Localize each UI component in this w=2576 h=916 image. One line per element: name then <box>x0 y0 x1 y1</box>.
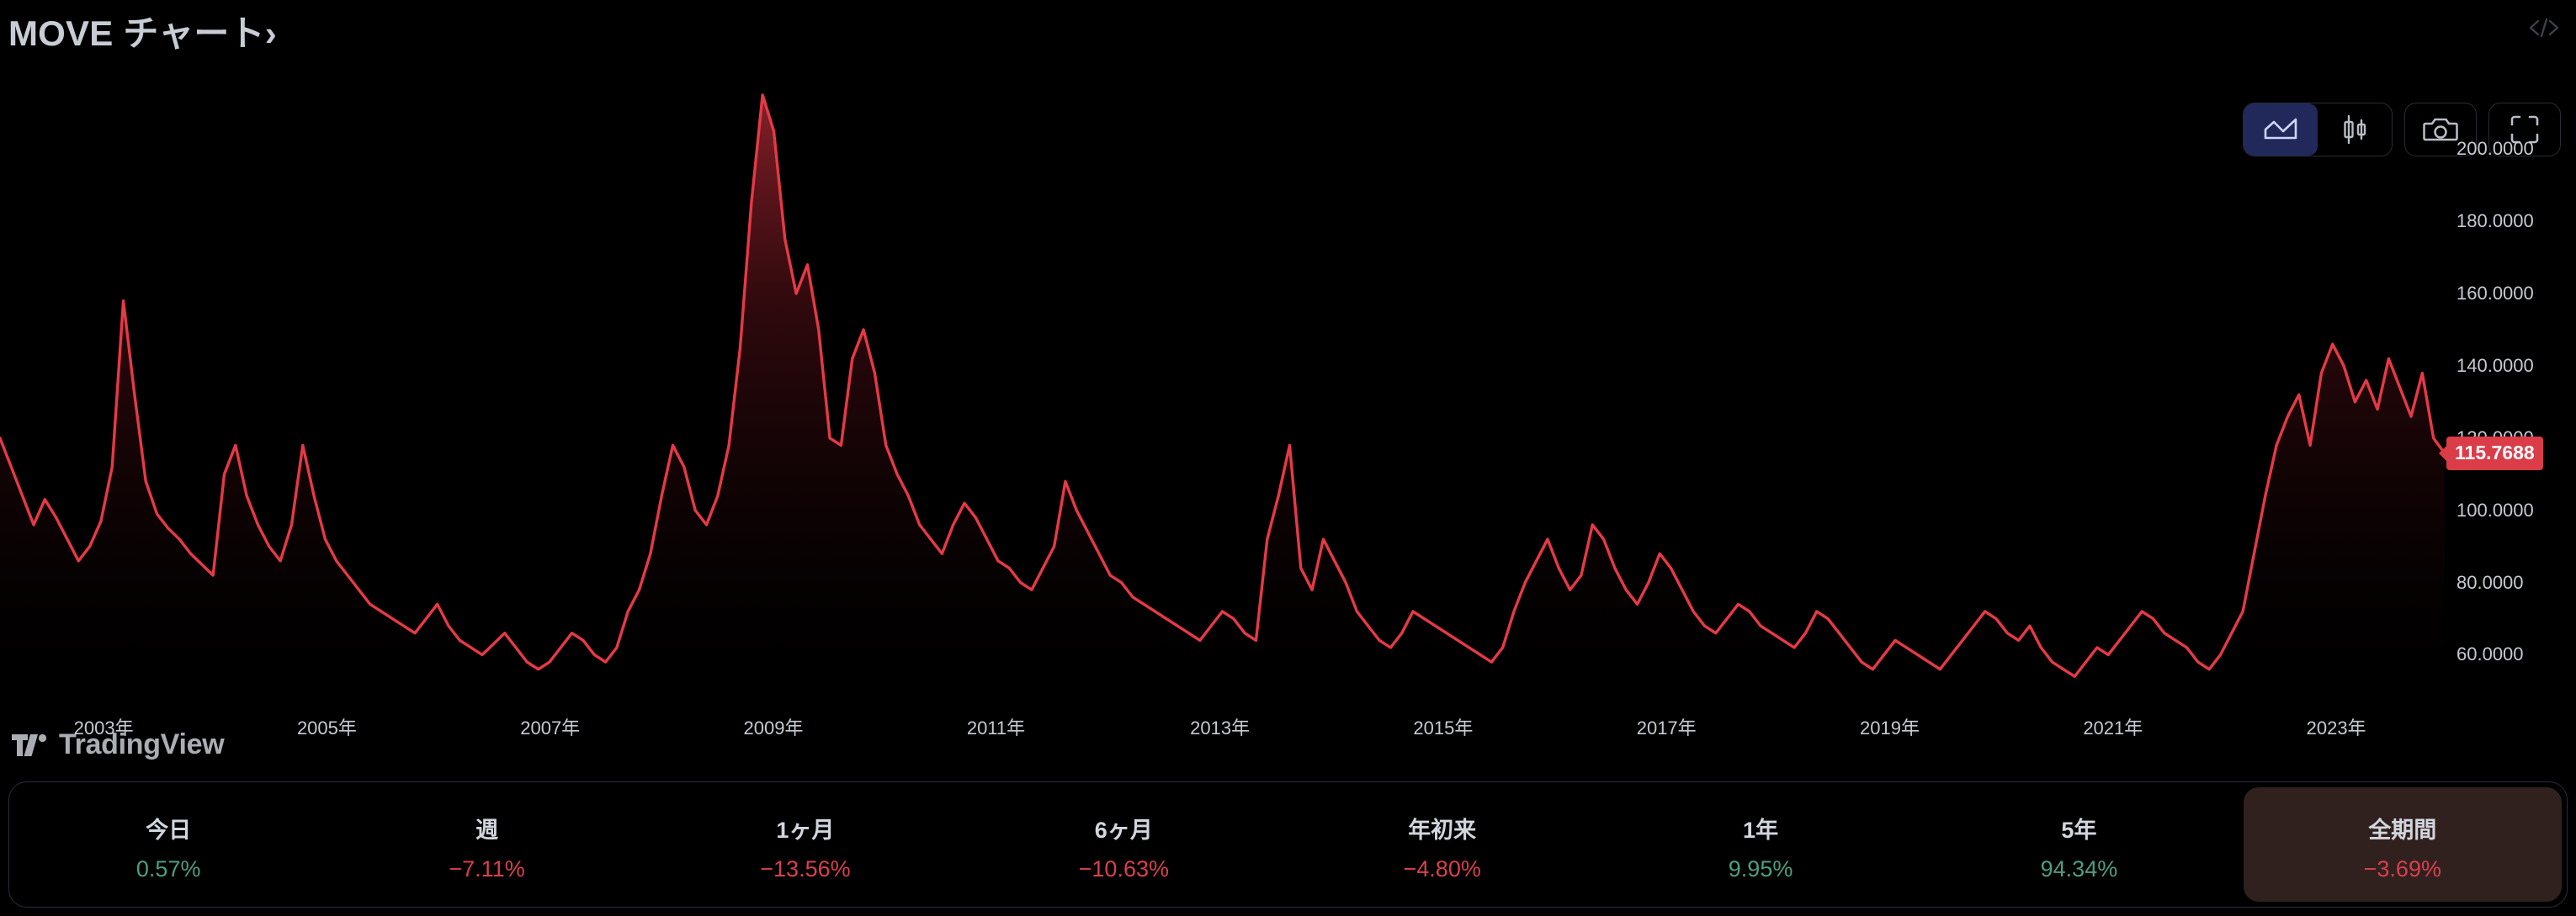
stat-value: 0.57% <box>135 856 201 882</box>
stat-cell[interactable]: 年初来 −4.80% <box>1283 782 1601 907</box>
time-axis[interactable]: 2003年 2005年 2007年 2009年 2011年 2013年 2015年 2017年… <box>0 713 2445 747</box>
stat-cell[interactable]: 週 −7.11% <box>327 782 645 907</box>
stat-cell[interactable]: 1年 9.95% <box>1601 782 1920 907</box>
price-axis-tick: 200.0000 <box>2456 138 2534 160</box>
stat-label: 年初来 <box>1408 818 1477 843</box>
page-title[interactable]: MOVE チャート› <box>8 13 277 53</box>
time-axis-tick: 2023年 <box>2306 717 2366 739</box>
time-axis-tick: 2019年 <box>1860 717 1920 739</box>
stat-value: −4.80% <box>1403 856 1481 882</box>
chart-type-group <box>2243 103 2393 156</box>
stat-label: 5年 <box>2061 818 2097 843</box>
fullscreen-icon[interactable] <box>2488 103 2561 156</box>
price-axis-tick: 140.0000 <box>2456 354 2534 376</box>
price-axis-tick: 100.0000 <box>2456 499 2534 521</box>
time-axis-tick: 2009年 <box>743 717 804 739</box>
stat-cell[interactable]: 6ヶ月 −10.63% <box>964 782 1283 907</box>
stat-label: 全期間 <box>2368 818 2437 843</box>
time-axis-tick: 2005年 <box>296 717 357 739</box>
stat-value: 9.95% <box>1728 856 1793 882</box>
time-axis-tick: 2015年 <box>1413 717 1474 739</box>
chart-plot-area[interactable]: TradingView <box>0 84 2445 760</box>
stat-value: −13.56% <box>760 856 851 882</box>
price-axis-tick: 80.0000 <box>2456 571 2524 593</box>
stat-label: 1年 <box>1743 818 1779 843</box>
stat-cell[interactable]: 全期間 −3.69% <box>2243 787 2562 902</box>
stat-value: −7.11% <box>449 856 525 882</box>
chart-price-line <box>0 93 2445 678</box>
stat-cell[interactable]: 1ヶ月 −13.56% <box>646 782 964 907</box>
candlestick-icon[interactable] <box>2318 103 2392 156</box>
code-embed-icon[interactable] <box>2524 13 2564 42</box>
stat-cell[interactable]: 今日 0.57% <box>9 782 327 907</box>
time-axis-tick: 2007年 <box>520 717 581 739</box>
stat-label: 週 <box>475 818 499 843</box>
chart-toolbar <box>2243 103 2561 156</box>
price-badge-arrow <box>2439 445 2446 461</box>
stat-cell[interactable]: 5年 94.34% <box>1920 782 2238 907</box>
widget-header: MOVE チャート› <box>0 0 2576 67</box>
stat-label: 1ヶ月 <box>776 818 835 843</box>
time-axis-tick: 2003年 <box>73 717 134 739</box>
price-axis-tick: 60.0000 <box>2456 643 2524 665</box>
price-axis-tick: 160.0000 <box>2456 283 2534 304</box>
chart-area-fill <box>0 94 2445 698</box>
stat-label: 6ヶ月 <box>1094 818 1153 843</box>
time-axis-tick: 2011年 <box>966 717 1026 739</box>
stat-value: −3.69% <box>2363 856 2441 882</box>
stat-value: −10.63% <box>1078 856 1169 882</box>
current-price-badge: 115.7688 <box>2439 436 2543 470</box>
area-chart-icon[interactable] <box>2244 103 2318 156</box>
time-axis-tick: 2021年 <box>2083 717 2143 739</box>
price-area-chart <box>0 93 2445 698</box>
price-axis[interactable]: 200.0000180.0000160.0000140.0000120.0000… <box>2439 84 2576 698</box>
stat-label: 今日 <box>146 818 192 843</box>
price-axis-tick: 180.0000 <box>2456 210 2534 232</box>
performance-stats-bar: 今日 0.57% 週 −7.11% 1ヶ月 −13.56% 6ヶ月 −10.63% 年初来 −4.… <box>8 781 2568 908</box>
stat-value: 94.34% <box>2040 856 2118 882</box>
camera-icon[interactable] <box>2404 103 2477 156</box>
time-axis-tick: 2013年 <box>1190 717 1251 739</box>
time-axis-tick: 2017年 <box>1636 717 1697 739</box>
